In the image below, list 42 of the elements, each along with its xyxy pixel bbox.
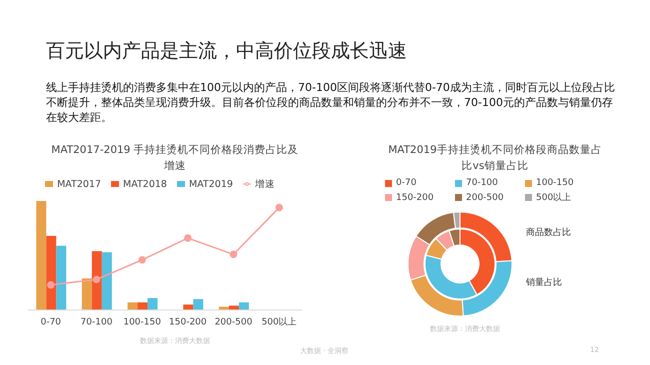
legend-label: MAT2017	[57, 179, 102, 190]
point	[184, 234, 192, 242]
point	[275, 204, 283, 212]
bar	[148, 298, 158, 310]
bar	[228, 306, 239, 310]
point	[47, 281, 55, 289]
bar	[218, 306, 229, 310]
text: 线上手持挂烫机的消费多集中在100元以内的产品，70-100区间段将逐渐代替0-70成为主流，同时百元以上位段占比不断提升，整体品类呈现消费升级。目前各价位段的商品数量和销量的分布并不一致，70-100元的产品数与销量仍存在较大差距。	[46, 80, 616, 125]
point	[92, 276, 100, 284]
bar	[238, 302, 249, 310]
point	[138, 256, 146, 264]
legend-label: 100-150	[536, 178, 574, 188]
legend-label: 150-200	[396, 192, 434, 202]
legend-label: 0-70	[396, 178, 416, 188]
legend-label: 200-500	[466, 192, 504, 202]
point	[230, 250, 238, 258]
legend-label: 70-100	[466, 178, 498, 188]
bar	[102, 252, 112, 310]
bar	[193, 299, 204, 310]
x-tick-label: 100-150	[123, 317, 162, 328]
x-tick-label: 70-100	[80, 317, 113, 328]
slice-label: 销量占比	[526, 276, 562, 289]
x-tick-label: 500以上	[262, 316, 297, 328]
text: 百元以内产品是主流，中高价位段成长迅速	[46, 39, 407, 64]
legend-label: 增速	[254, 179, 275, 190]
chart-title: MAT2017-2019 手持挂烫机不同价格段消费占比及增速	[50, 143, 300, 174]
slice-label: 商品数占比	[526, 226, 571, 239]
legend-label: MAT2019	[188, 179, 233, 190]
legend-label: MAT2018	[123, 179, 167, 190]
legend-label: 500以上	[536, 192, 572, 204]
bar	[183, 304, 194, 310]
x-tick-label: 0-70	[40, 317, 62, 328]
x-tick-label: 150-200	[169, 317, 207, 328]
bar	[138, 302, 148, 310]
bar	[56, 246, 66, 310]
bar	[36, 201, 46, 310]
bar	[46, 236, 56, 310]
chart-title: MAT2019手持挂烫机不同价格段商品数量占比vs销量占比	[387, 143, 603, 174]
bar	[128, 302, 138, 310]
x-tick-label: 200-500	[214, 317, 253, 328]
bar	[82, 278, 92, 310]
bar	[92, 251, 102, 310]
